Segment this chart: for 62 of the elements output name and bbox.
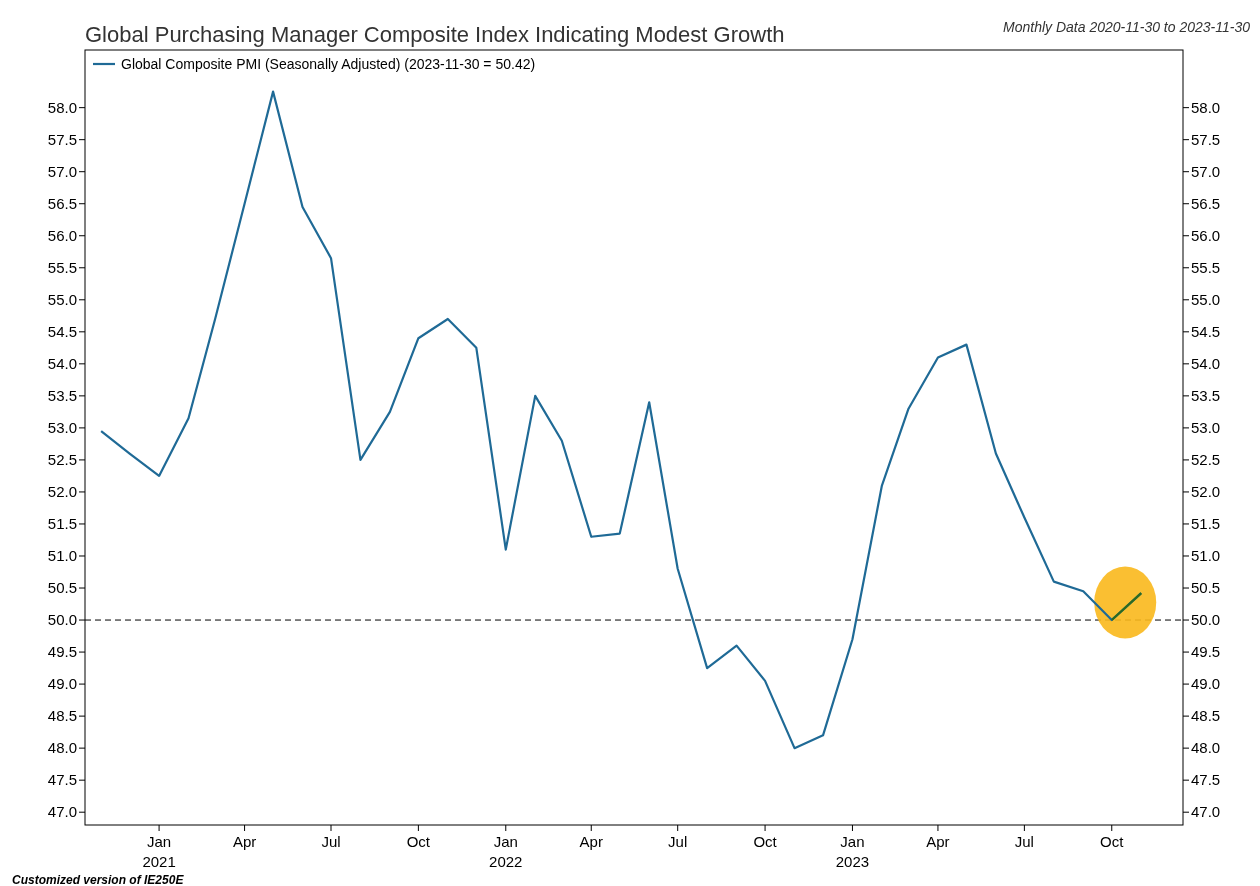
y2-tick-label: 52.0 xyxy=(1191,482,1221,500)
y-tick-label: 54.5 xyxy=(47,322,77,340)
y-tick-label: 52.0 xyxy=(47,482,77,500)
x-tick-label: Oct xyxy=(1100,833,1125,850)
y2-tick-label: 55.5 xyxy=(1191,258,1221,276)
x-tick-label: Jul xyxy=(321,833,341,850)
y2-tick-label: 56.5 xyxy=(1191,194,1221,212)
x-tick-label: Jan 2022 xyxy=(489,833,523,870)
y-tick-label: 47.0 xyxy=(47,803,77,821)
y-tick-label: 48.5 xyxy=(47,707,77,725)
legend-label: Global Composite PMI (Seasonally Adjusted) (2023-11-30 = 50.42) xyxy=(121,56,536,72)
x-tick-label: Jan 2023 xyxy=(835,833,870,870)
y2-tick-label: 49.5 xyxy=(1191,643,1221,661)
x-tick-label: Oct xyxy=(753,833,778,850)
y-tick-label: 57.5 xyxy=(47,130,77,148)
x-tick-label: Apr xyxy=(232,833,257,850)
y-tick-label: 52.5 xyxy=(47,450,77,468)
y2-tick-label: 53.0 xyxy=(1191,418,1221,436)
y-tick-label: 54.0 xyxy=(47,354,77,372)
y-tick-label: 51.0 xyxy=(47,546,77,564)
y2-tick-label: 58.0 xyxy=(1191,98,1221,116)
y-tick-label: 55.0 xyxy=(47,290,77,308)
y-tick-label: 55.5 xyxy=(47,258,77,276)
x-tick-label: Apr xyxy=(579,833,603,850)
y-tick-label: 49.5 xyxy=(47,643,77,661)
y2-tick-label: 50.5 xyxy=(1191,579,1221,597)
y2-tick-label: 52.5 xyxy=(1191,450,1221,468)
y2-tick-label: 48.5 xyxy=(1191,707,1221,725)
y-tick-label: 57.0 xyxy=(47,162,77,180)
x-tick-label: Oct xyxy=(406,833,431,850)
y-tick-label: 51.5 xyxy=(47,514,77,532)
y-tick-label: 56.5 xyxy=(47,194,77,212)
y2-tick-label: 47.5 xyxy=(1191,771,1221,789)
x-tick-label: Jul xyxy=(1014,833,1034,850)
y2-tick-label: 55.0 xyxy=(1191,290,1221,308)
y2-tick-label: 47.0 xyxy=(1191,803,1221,821)
y-tick-label: 48.0 xyxy=(47,739,77,757)
y-tick-label: 47.5 xyxy=(47,771,77,789)
y2-tick-label: 51.0 xyxy=(1191,546,1221,564)
x-tick-label: Apr xyxy=(926,833,950,850)
y2-tick-label: 53.5 xyxy=(1191,386,1221,404)
y2-tick-label: 50.0 xyxy=(1191,611,1221,629)
y-tick-label: 50.0 xyxy=(47,611,77,629)
y2-tick-label: 56.0 xyxy=(1191,226,1221,244)
y-tick-label: 50.5 xyxy=(47,579,77,597)
y2-tick-label: 51.5 xyxy=(1191,514,1221,532)
y2-tick-label: 54.5 xyxy=(1191,322,1221,340)
y-tick-label: 49.0 xyxy=(47,675,77,693)
x-tick-label: Jan 2021 xyxy=(142,833,176,870)
chart-subtitle: Monthly Data 2020-11-30 to 2023-11-30 xyxy=(1003,19,1251,35)
y-tick-label: 53.5 xyxy=(47,386,77,404)
y2-tick-label: 57.0 xyxy=(1191,162,1221,180)
y-tick-label: 58.0 xyxy=(47,98,77,116)
y2-tick-label: 48.0 xyxy=(1191,739,1221,757)
y-tick-label: 53.0 xyxy=(47,418,77,436)
chart-title: Global Purchasing Manager Composite Index Indicating Modest Growth xyxy=(85,22,785,47)
text: Customized version of IE250E xyxy=(12,873,185,886)
y-tick-label: 56.0 xyxy=(47,226,77,244)
y2-tick-label: 49.0 xyxy=(1191,675,1221,693)
y2-tick-label: 57.5 xyxy=(1191,130,1221,148)
y2-tick-label: 54.0 xyxy=(1191,354,1221,372)
x-tick-label: Jul xyxy=(668,833,688,850)
